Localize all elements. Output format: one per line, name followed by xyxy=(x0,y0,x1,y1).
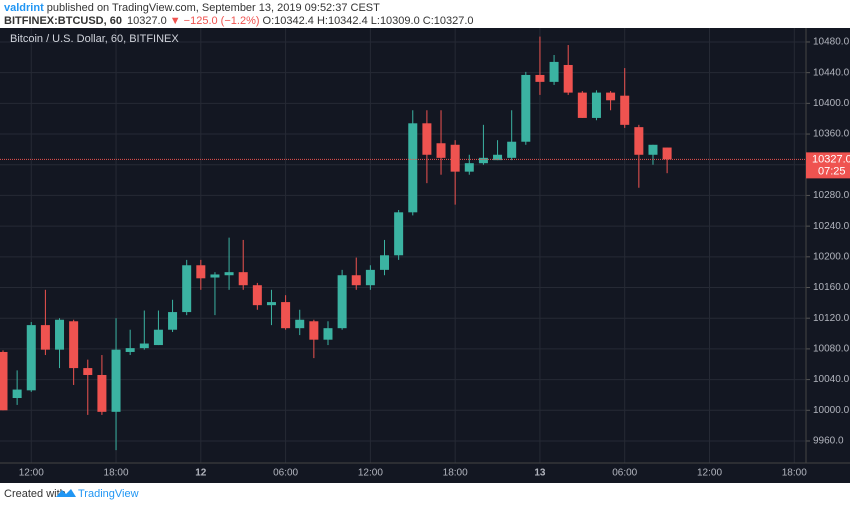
candle-body xyxy=(620,95,630,125)
chart-title: Bitcoin / U.S. Dollar, 60, BITFINEX xyxy=(10,33,179,45)
y-tick-label: 10280.0 xyxy=(813,190,850,201)
candle-body xyxy=(662,147,672,160)
candle-body xyxy=(323,328,333,340)
price: 10327.0 xyxy=(127,15,167,27)
chart-background xyxy=(0,28,850,483)
candle-body xyxy=(111,349,121,412)
candle-body xyxy=(563,64,573,93)
x-tick-label: 06:00 xyxy=(273,468,298,479)
candle-body xyxy=(281,302,291,329)
symbol-line: BITFINEX:BTCUSD, 60 10327.0 ▼ −125.0 (−1.2… xyxy=(4,15,474,27)
candle-body xyxy=(238,272,248,286)
y-tick-label: 10040.0 xyxy=(813,374,850,385)
candle-body xyxy=(125,348,135,352)
candle-body xyxy=(196,265,206,279)
candle-body xyxy=(40,325,50,350)
countdown-label: 07:25 xyxy=(818,165,846,177)
y-tick-label: 10400.0 xyxy=(813,98,850,109)
candle-body xyxy=(634,127,644,155)
candle-body xyxy=(168,312,178,330)
candle-body xyxy=(450,144,460,172)
candle-body xyxy=(0,351,8,411)
y-tick-label: 10080.0 xyxy=(813,344,850,355)
candle-body xyxy=(252,285,262,306)
candle-body xyxy=(577,92,587,118)
y-tick-label: 10480.0 xyxy=(813,37,850,48)
last-price-label: 10327.0 xyxy=(812,153,850,165)
candle-body xyxy=(606,92,616,101)
candle-body xyxy=(83,368,93,375)
published: published on TradingView.com, September … xyxy=(44,2,380,14)
x-tick-label: 18:00 xyxy=(443,468,468,479)
candle-body xyxy=(436,143,446,158)
candle-body xyxy=(266,302,276,306)
x-tick-label: 06:00 xyxy=(612,468,637,479)
candle-body xyxy=(380,255,390,270)
candle-body xyxy=(139,343,149,349)
candle-body xyxy=(337,275,347,329)
y-tick-label: 9960.0 xyxy=(813,436,844,447)
candle-body xyxy=(507,141,517,158)
x-tick-label: 12:00 xyxy=(697,468,722,479)
candle-body xyxy=(12,389,22,399)
candle-body xyxy=(408,123,418,213)
candle-body xyxy=(478,157,488,164)
candle-body xyxy=(309,321,319,340)
x-tick-label: 13 xyxy=(534,468,546,479)
author[interactable]: valdrint xyxy=(4,2,44,14)
candle-body xyxy=(153,329,163,346)
symbol: BITFINEX:BTCUSD, 60 xyxy=(4,15,122,27)
ohlc: O:10342.4 H:10342.4 L:10309.0 C:10327.0 xyxy=(263,15,474,27)
candle-body xyxy=(464,163,474,172)
candle-body xyxy=(422,123,432,155)
candle-body xyxy=(521,74,531,142)
y-tick-label: 10160.0 xyxy=(813,282,850,293)
candle-body xyxy=(351,275,361,286)
change: ▼ −125.0 (−1.2%) xyxy=(170,15,260,27)
candle-body xyxy=(549,61,559,82)
candle-body xyxy=(224,272,234,276)
y-tick-label: 10240.0 xyxy=(813,221,850,232)
y-tick-label: 10440.0 xyxy=(813,67,850,78)
logo xyxy=(56,489,76,497)
x-tick-label: 12:00 xyxy=(358,468,383,479)
candle-body xyxy=(97,374,107,412)
candle-body xyxy=(26,325,36,391)
candle-body xyxy=(365,269,375,286)
candle-body xyxy=(69,321,79,369)
candle-body xyxy=(535,74,545,82)
candle-body xyxy=(295,319,305,329)
candle-body xyxy=(493,154,503,161)
footer-text: Created with xyxy=(4,488,66,500)
publish-line: valdrint published on TradingView.com, S… xyxy=(4,2,380,14)
y-tick-label: 10000.0 xyxy=(813,405,850,416)
chart: 9960.0 10000.0 10040.0 10080.0 10120.0 10160.… xyxy=(0,28,850,479)
candle-body xyxy=(210,274,220,278)
candle-body xyxy=(591,92,601,118)
x-tick-label: 12 xyxy=(195,468,207,479)
y-tick-label: 10360.0 xyxy=(813,129,850,140)
x-tick-label: 18:00 xyxy=(782,468,807,479)
x-tick-label: 18:00 xyxy=(104,468,129,479)
candle-body xyxy=(182,265,192,313)
x-tick-label: 12:00 xyxy=(19,468,44,479)
candle-body xyxy=(55,319,65,350)
candle-body xyxy=(648,144,658,155)
candle-body xyxy=(394,212,404,256)
y-tick-label: 10120.0 xyxy=(813,313,850,324)
y-tick-label: 10200.0 xyxy=(813,251,850,262)
footer-brand[interactable]: TradingView xyxy=(78,488,139,500)
last-price-tag xyxy=(806,152,850,179)
